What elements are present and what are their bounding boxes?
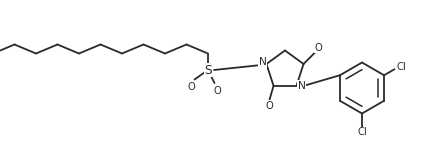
Text: S: S xyxy=(204,64,212,76)
Text: N: N xyxy=(259,57,267,67)
Text: O: O xyxy=(315,43,323,53)
Text: Cl: Cl xyxy=(397,62,406,72)
Text: O: O xyxy=(213,85,221,96)
Text: Cl: Cl xyxy=(357,127,367,137)
Text: N: N xyxy=(298,81,305,91)
Text: O: O xyxy=(187,82,195,92)
Text: O: O xyxy=(266,101,274,111)
